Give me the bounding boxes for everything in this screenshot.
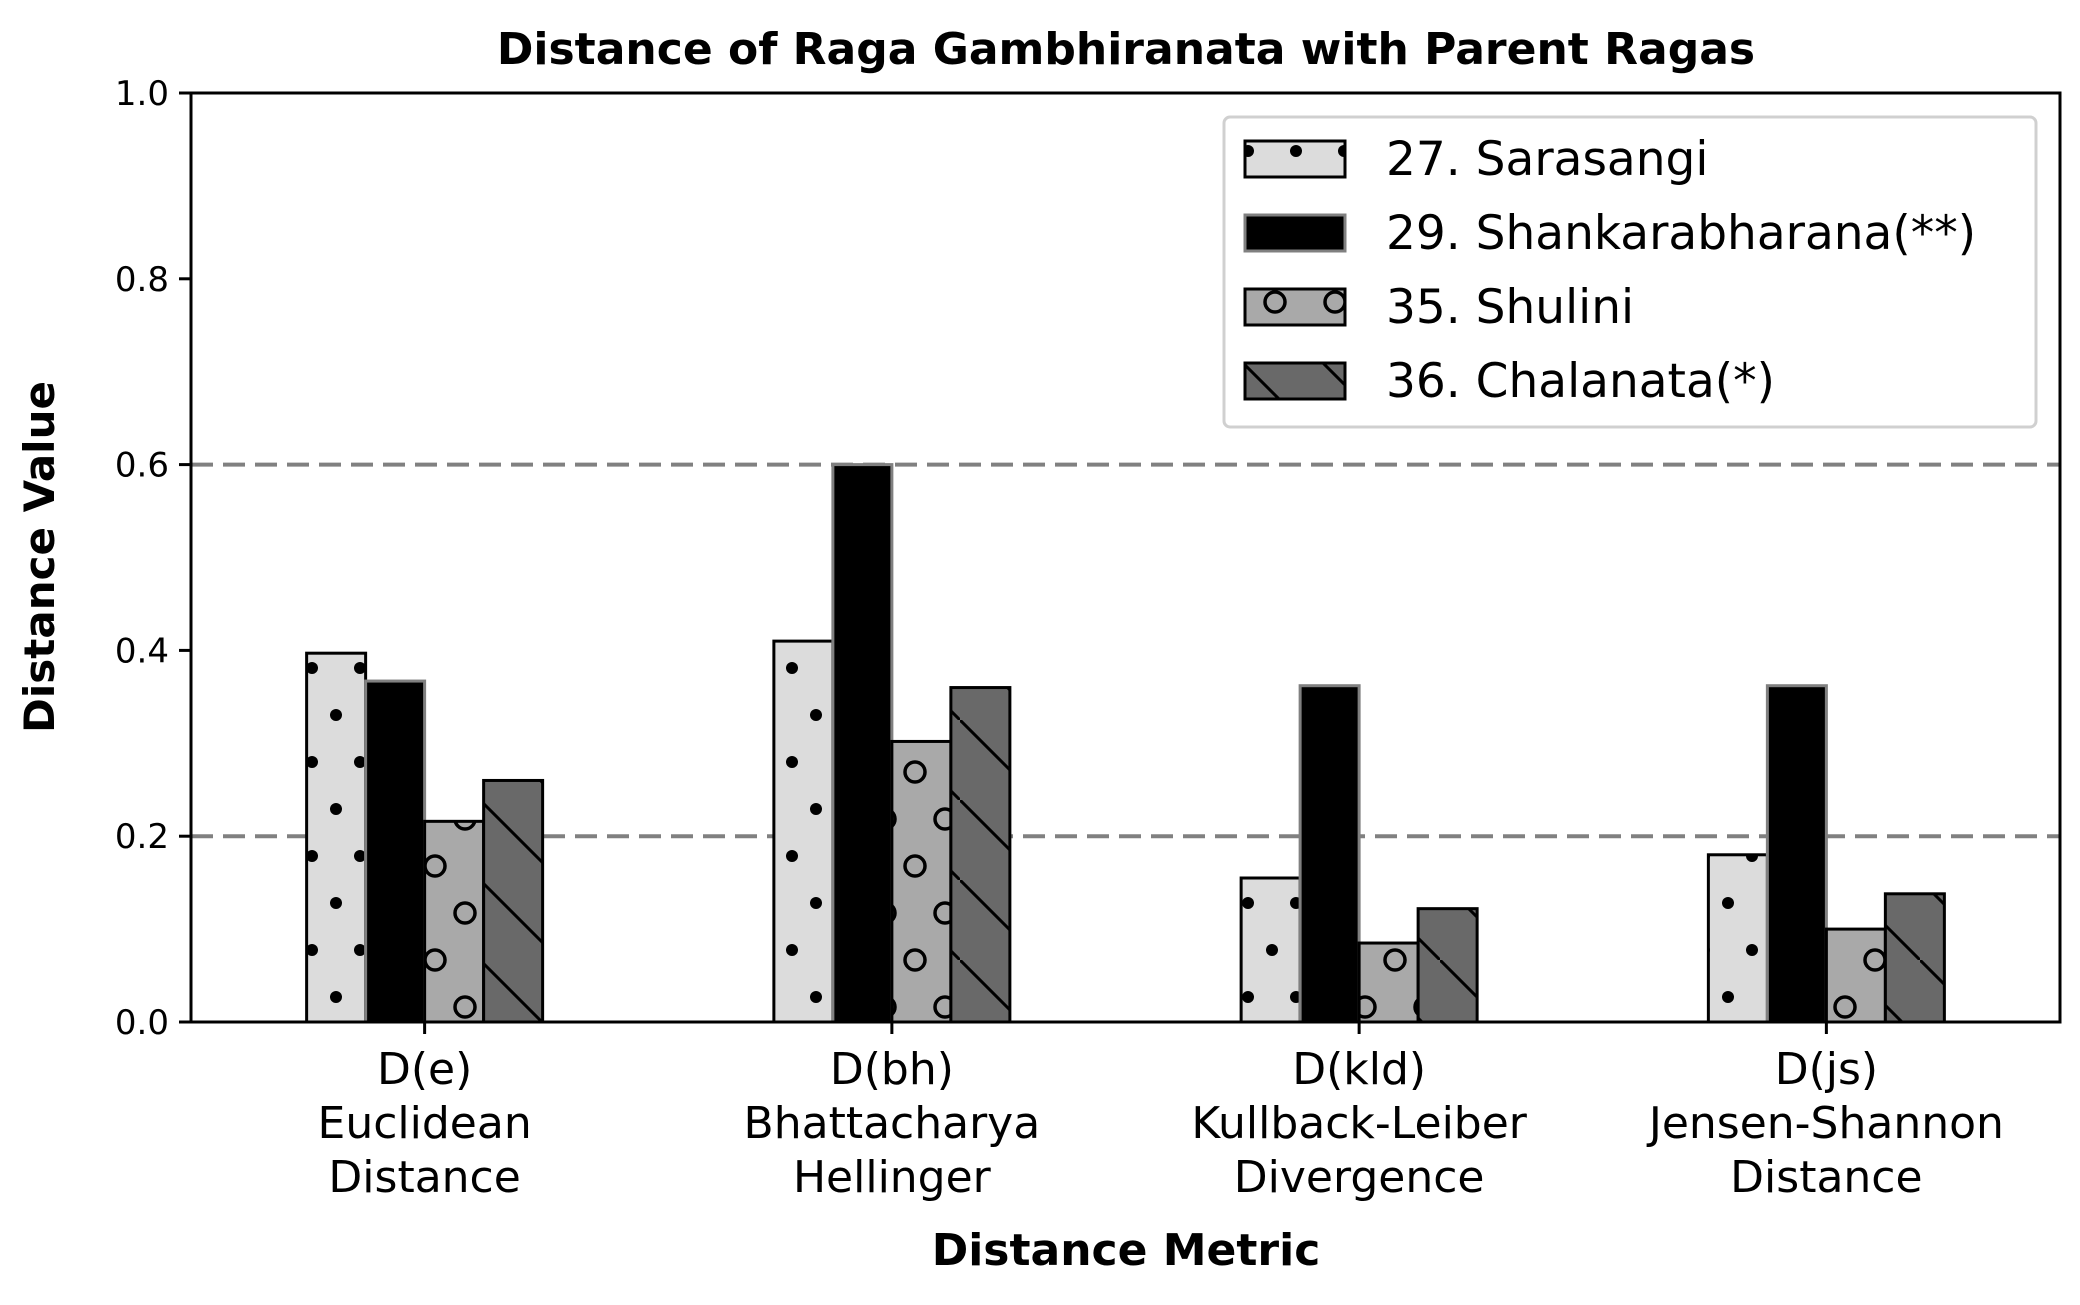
bar-series-0-category-2 bbox=[1239, 876, 1302, 1024]
bar-series-1-category-1 bbox=[831, 463, 894, 1024]
legend-label-3: 36. Chalanata(*) bbox=[1386, 354, 1775, 409]
chart-title: Distance of Raga Gambhiranata with Paren… bbox=[497, 24, 1755, 75]
legend-swatch-0 bbox=[1243, 139, 1347, 179]
bar-series-0-category-1 bbox=[772, 639, 835, 1024]
legend-label-2: 35. Shulini bbox=[1386, 280, 1634, 335]
bar-series-3-category-2 bbox=[1416, 907, 1479, 1024]
bar-series-3-category-1 bbox=[949, 686, 1012, 1024]
x-tick-label-3-line-0: D(js) bbox=[1775, 1044, 1878, 1095]
bar-series-1-category-0 bbox=[364, 679, 427, 1024]
y-axis-label: Distance Value bbox=[15, 381, 64, 733]
x-tick-label-3-line-2: Distance bbox=[1730, 1152, 1922, 1203]
bar-series-3-category-3 bbox=[1883, 892, 1946, 1024]
legend-swatch-2 bbox=[1243, 287, 1347, 327]
reference-lines bbox=[191, 462, 2060, 839]
bar-series-2-category-1 bbox=[890, 739, 953, 1024]
legend-box bbox=[1222, 115, 2038, 429]
x-tick-label-0-line-1: Euclidean bbox=[318, 1098, 532, 1149]
legend: 27. Sarasangi 29. Shankarabharana(**) 35. … bbox=[1222, 115, 2038, 429]
legend-label-1: 29. Shankarabharana(**) bbox=[1386, 206, 1976, 261]
bar-series-1-category-2 bbox=[1298, 684, 1361, 1024]
y-tick-label-1: 0.2 bbox=[115, 817, 169, 857]
x-tick-label-2-line-1: Kullback-Leiber bbox=[1191, 1098, 1527, 1149]
y-tick-label-2: 0.4 bbox=[115, 631, 169, 671]
bar-series-0-category-3 bbox=[1706, 853, 1769, 1024]
legend-swatch-3 bbox=[1243, 361, 1347, 401]
plot-frame bbox=[189, 91, 2062, 1024]
bar-series-2-category-3 bbox=[1824, 927, 1887, 1024]
y-tick-label-4: 0.8 bbox=[115, 260, 169, 300]
y-tick-label-0: 0.0 bbox=[115, 1003, 169, 1043]
legend-swatch-1 bbox=[1243, 213, 1347, 253]
legend-label-0: 27. Sarasangi bbox=[1386, 132, 1708, 187]
x-axis: D(e)EuclideanDistanceD(bh)BhattacharyaHe… bbox=[318, 1022, 2004, 1203]
x-tick-label-2-line-2: Divergence bbox=[1234, 1152, 1485, 1203]
bar-series-2-category-0 bbox=[423, 819, 486, 1024]
bar-series-0-category-0 bbox=[305, 651, 368, 1024]
bar-series-2-category-2 bbox=[1357, 941, 1420, 1024]
x-tick-label-2-line-0: D(kld) bbox=[1292, 1044, 1426, 1095]
x-axis-label: Distance Metric bbox=[932, 1225, 1321, 1276]
x-tick-label-1-line-0: D(bh) bbox=[830, 1044, 954, 1095]
bar-series-1-category-3 bbox=[1765, 684, 1828, 1024]
bars-group bbox=[305, 463, 1946, 1024]
y-axis: 0.0 0.2 0.4 0.6 0.8 1.0 bbox=[115, 74, 191, 1043]
x-tick-label-1-line-1: Bhattacharya bbox=[744, 1098, 1041, 1149]
x-tick-label-3-line-1: Jensen-Shannon bbox=[1646, 1098, 2004, 1149]
x-tick-label-0-line-2: Distance bbox=[328, 1152, 520, 1203]
y-tick-label-5: 1.0 bbox=[115, 74, 169, 114]
bar-series-3-category-0 bbox=[482, 778, 545, 1024]
y-tick-label-3: 0.6 bbox=[115, 446, 169, 486]
x-tick-label-1-line-2: Hellinger bbox=[793, 1152, 992, 1203]
x-tick-label-0-line-0: D(e) bbox=[377, 1044, 472, 1095]
